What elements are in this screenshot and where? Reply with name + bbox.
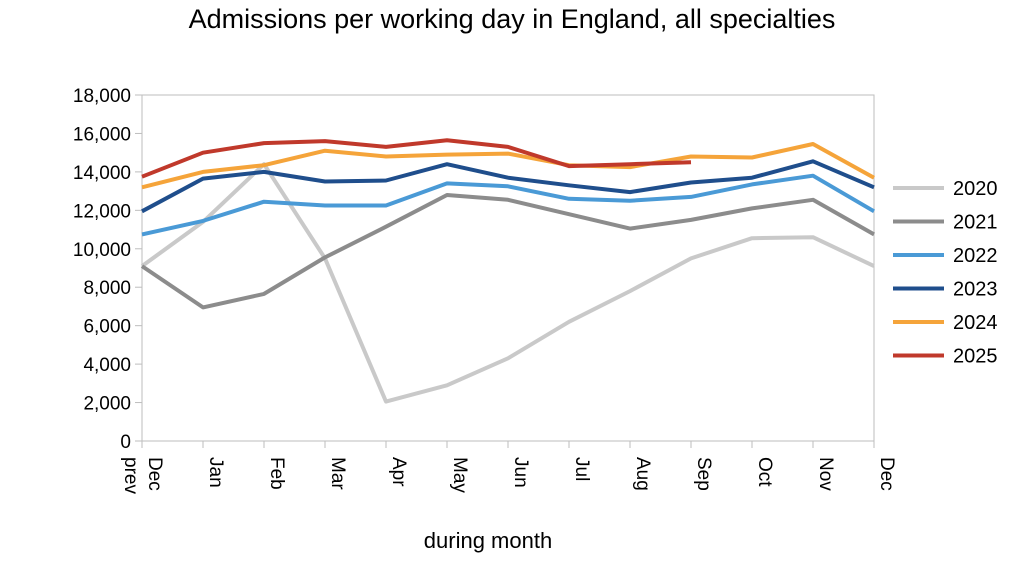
y-tick-label: 14,000 <box>73 163 131 184</box>
legend-label-2023: 2023 <box>953 279 998 301</box>
x-tick-label: Sep <box>693 457 714 491</box>
legend-label-2022: 2022 <box>953 245 998 267</box>
y-tick-label: 18,000 <box>73 86 131 107</box>
x-tick-label: Feb <box>266 457 287 490</box>
y-tick-label: 4,000 <box>83 355 131 376</box>
legend: 2020 2021 2022 2023 2024 2025 <box>893 178 998 368</box>
y-tick-label: 8,000 <box>83 278 131 299</box>
series-line-2025 <box>141 138 692 179</box>
series-lines <box>140 138 876 404</box>
y-tick-label: 0 <box>120 432 131 453</box>
x-tick-label: Aug <box>632 457 653 491</box>
x-tick-label: Jun <box>510 457 531 488</box>
x-tick-label: Mar <box>327 457 348 490</box>
y-axis: 0 2,000 4,000 6,000 8,000 10,000 12,000 14,000 1… <box>73 86 143 453</box>
y-tick-label: 16,000 <box>73 124 131 145</box>
y-tick-label: 6,000 <box>83 317 131 338</box>
series-line-2022 <box>141 173 876 237</box>
legend-label-2020: 2020 <box>953 178 998 200</box>
series-line-2024 <box>141 142 875 190</box>
x-tick-label: Oct <box>754 457 775 487</box>
x-tick-label: Dec <box>876 457 897 491</box>
series-line-2021 <box>140 193 875 310</box>
x-axis: Decprev Jan Feb Mar Apr May Jun Jul Aug Sep Oct Nov… <box>120 441 897 494</box>
x-tick-label: Nov <box>815 457 836 491</box>
x-axis-label: during month <box>424 528 552 553</box>
y-tick-label: 10,000 <box>73 240 131 261</box>
x-tick-label: Jan <box>205 457 226 488</box>
x-tick-label: May <box>449 457 470 493</box>
chart-title: Admissions per working day in England, a… <box>188 4 836 34</box>
x-tick-label: Decprev <box>120 457 165 494</box>
y-tick-label: 12,000 <box>73 201 131 222</box>
legend-label-2024: 2024 <box>953 312 998 334</box>
y-tick-label: 2,000 <box>83 394 131 415</box>
series-line-2023 <box>141 159 875 214</box>
legend-label-2021: 2021 <box>953 212 998 234</box>
x-tick-label: Jul <box>571 457 592 481</box>
legend-label-2025: 2025 <box>953 346 998 368</box>
x-tick-label: Apr <box>388 457 409 487</box>
